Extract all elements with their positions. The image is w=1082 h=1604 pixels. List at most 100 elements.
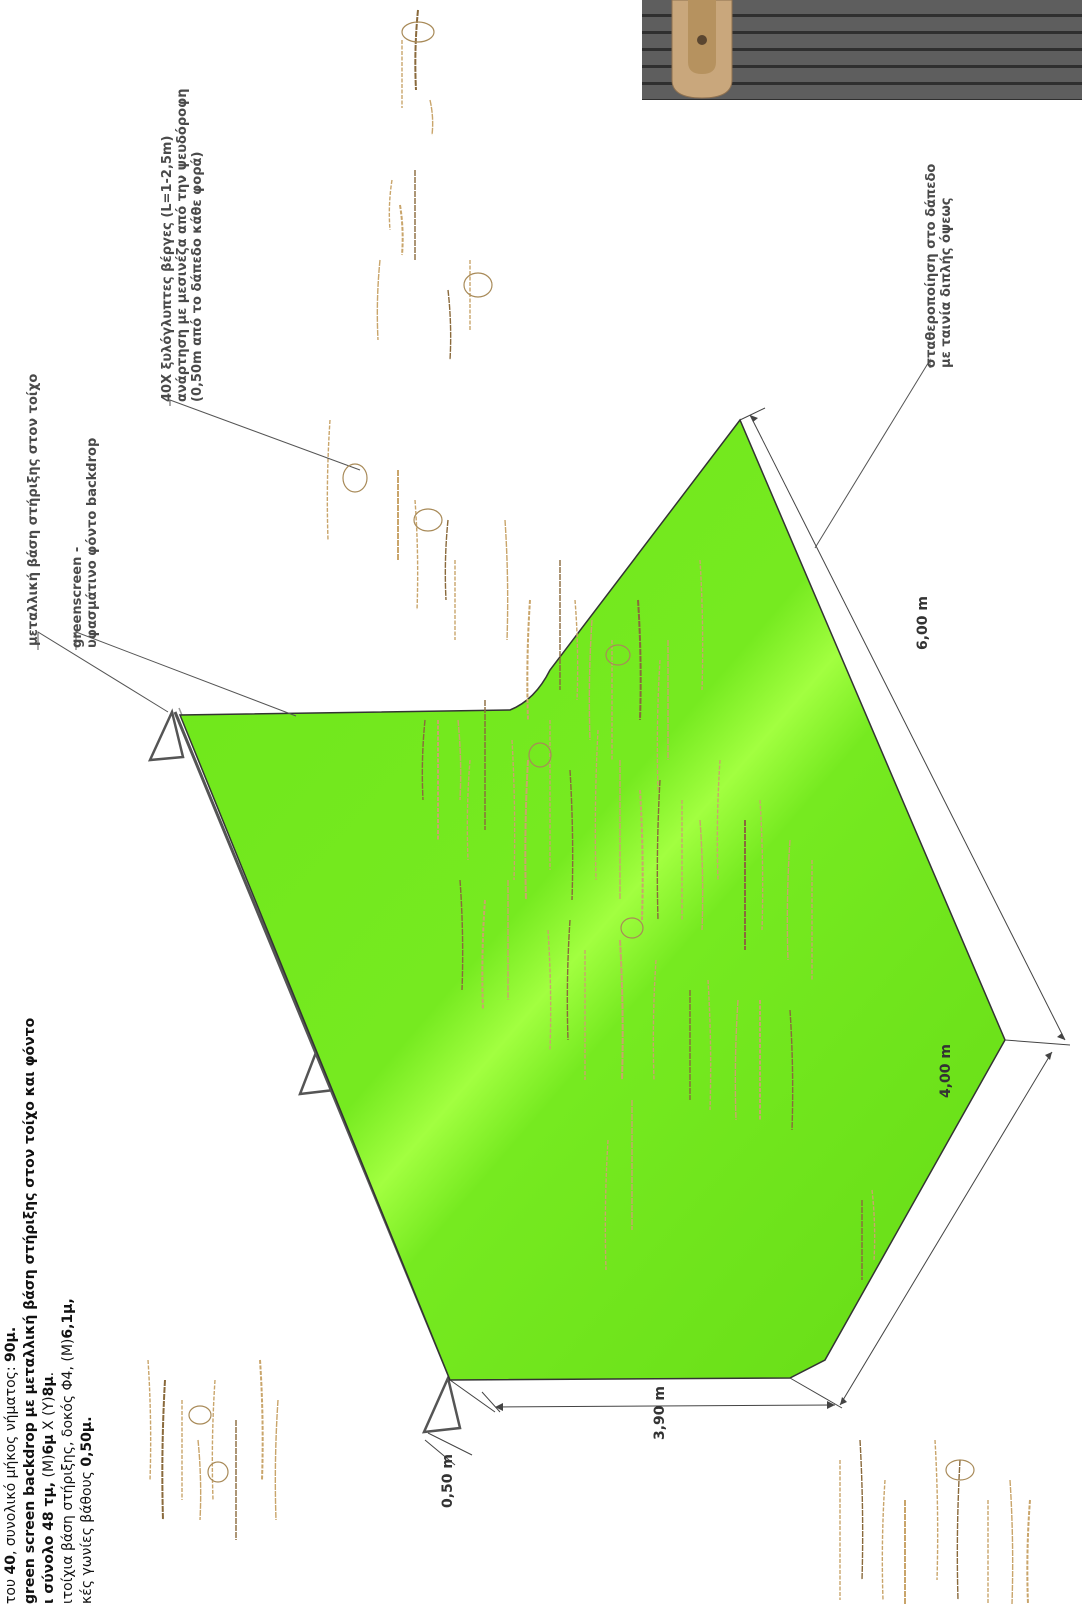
dimension-label-wall-height: 3,90 m xyxy=(652,1386,668,1440)
wooden-rod xyxy=(652,959,657,1081)
specification-text: του 40, συνολικό μήκος νήματος: 90μ. gre… xyxy=(2,1018,97,1604)
wooden-rod xyxy=(734,999,739,1121)
callout-rods-line1: 40Χ ξυλόγλυπτες βέργες (L=1-2,5m) xyxy=(160,135,175,402)
wooden-rod xyxy=(274,1399,279,1521)
wall-bracket xyxy=(147,708,185,762)
wooden-rod xyxy=(569,769,574,901)
dimension-lines xyxy=(424,407,1071,1466)
wooden-rod xyxy=(639,789,644,921)
spec-line-5: κές γωνίες βάθους 0,50μ. xyxy=(78,1018,97,1604)
wooden-rod xyxy=(716,759,721,881)
callout-floor: σταθεροποίηση στο δάπεδο με ταινία διπλή… xyxy=(924,164,954,368)
wooden-rod xyxy=(457,719,462,801)
dimension-label-floor-length: 6,00 m xyxy=(915,596,931,650)
dimension-arrows xyxy=(495,415,1065,1411)
wooden-rod xyxy=(619,939,624,1081)
wooden-rod xyxy=(789,1009,794,1131)
wooden-rod xyxy=(956,1459,961,1601)
dimension-value: 4,00 m xyxy=(938,1043,954,1098)
callout-floor-line1: σταθεροποίηση στο δάπεδο xyxy=(924,163,939,368)
spec-text-bold: 8μ xyxy=(41,1376,57,1397)
callout-greenscreen-line2: υφασμάτινο φόντο backdrop xyxy=(85,437,100,648)
spec-text: . xyxy=(41,1371,57,1377)
greenscreen-backdrop xyxy=(178,418,1006,1381)
wooden-rod xyxy=(526,599,531,721)
spec-line-1: του 40, συνολικό μήκος νήματος: 90μ. xyxy=(2,1018,21,1604)
spec-text-bold: 90μ. xyxy=(3,1326,19,1362)
wooden-rod xyxy=(786,839,791,961)
wooden-rod xyxy=(388,179,393,231)
wooden-rod xyxy=(934,1439,939,1581)
wooden-rod xyxy=(511,739,516,881)
hanging-rods xyxy=(147,9,1031,1604)
dimension-value: 3,90 m xyxy=(652,1385,668,1440)
leader-greenscreen xyxy=(75,631,297,717)
dimension-label-floor-depth: 4,00 m xyxy=(938,1044,954,1098)
wooden-rod xyxy=(707,979,712,1111)
wooden-rod xyxy=(161,1379,166,1521)
wooden-rod xyxy=(524,759,529,901)
dimension-value: 6,00 m xyxy=(915,595,931,650)
wooden-rod xyxy=(871,1189,876,1261)
wooden-rod xyxy=(594,729,599,881)
spec-text: Χ (Υ) xyxy=(41,1396,57,1435)
spec-line-3: ι σύνολο 48 τμ, (Μ)6μ Χ (Υ)8μ. xyxy=(40,1018,59,1604)
wooden-rod xyxy=(656,779,661,921)
wooden-rod xyxy=(574,599,579,701)
spec-line-4: ιτοίχια βάση στήριξης, δοκός Φ4, (Μ)6,1μ… xyxy=(59,1018,78,1604)
wooden-rod xyxy=(547,929,552,1051)
wooden-rod xyxy=(459,879,464,991)
wooden-rod xyxy=(376,259,381,341)
wooden-rod xyxy=(1026,1499,1031,1604)
wooden-rod xyxy=(211,1379,216,1501)
spec-text: κές γωνίες βάθους xyxy=(79,1466,95,1604)
wooden-rod xyxy=(421,719,426,801)
spec-text: του xyxy=(3,1574,19,1604)
callout-metal-base: μεταλλική βάση στήριξης στον τοίχο xyxy=(26,374,41,646)
wooden-rod xyxy=(414,499,419,611)
spec-text-bold: 40 xyxy=(3,1554,19,1575)
dimension-line-wall-height xyxy=(494,1404,836,1408)
wooden-rod xyxy=(881,1479,886,1601)
wooden-rod xyxy=(759,799,764,931)
wooden-rod xyxy=(1009,1479,1014,1604)
leader-lines xyxy=(37,358,931,717)
spec-text-bold: 0,50μ. xyxy=(79,1416,95,1467)
wooden-rod xyxy=(466,759,471,861)
wooden-rod xyxy=(414,9,419,91)
callout-metal-base-text: μεταλλική βάση στήριξης στον τοίχο xyxy=(26,373,41,646)
wooden-rod xyxy=(259,1359,264,1481)
wooden-rod xyxy=(699,819,704,931)
callout-greenscreen-line1: greenscreen - xyxy=(70,546,85,648)
wooden-rod xyxy=(656,659,661,791)
wooden-rod xyxy=(444,519,449,601)
wooden-rod xyxy=(147,1359,152,1481)
wooden-rod xyxy=(566,919,571,1041)
wooden-rod xyxy=(429,99,434,136)
callout-rods-line2: ανάρτηση με μεσινέζα από την ψευδόροφη xyxy=(175,88,190,403)
wooden-rod xyxy=(447,289,452,361)
thread-loops xyxy=(188,21,975,1483)
spec-text: , συνολικό μήκος νήματος: xyxy=(3,1361,19,1555)
wooden-rod xyxy=(588,619,593,741)
callout-rods: 40Χ ξυλόγλυπτες βέργες (L=1-2,5m) ανάρτη… xyxy=(160,89,205,403)
dimension-label-bracket-depth: 0,50 m xyxy=(440,1454,456,1508)
spec-text-bold: 6μ xyxy=(41,1434,57,1455)
wooden-rod xyxy=(859,1439,864,1581)
leader-rods xyxy=(169,399,361,471)
wooden-rod xyxy=(399,204,404,256)
dimension-line-floor-depth xyxy=(839,1051,1053,1406)
callout-floor-line2: με ταινία διπλής όψεως xyxy=(939,197,954,369)
wooden-rod xyxy=(197,1439,202,1521)
spec-line-2: green screen backdrop με μεταλλική βάση … xyxy=(22,1017,38,1604)
dimension-value: 0,50 m xyxy=(440,1453,456,1508)
callout-rods-line3: (0,50m από το δάπεδο κάθε φορά) xyxy=(190,151,205,402)
wall-mount-disc xyxy=(671,0,733,99)
wooden-rod xyxy=(326,419,331,541)
dimension-line-floor-length xyxy=(749,414,1066,1041)
wooden-rod xyxy=(699,559,704,691)
wooden-rod xyxy=(481,899,486,1011)
callout-greenscreen: greenscreen - υφασμάτινο φόντο backdrop xyxy=(70,438,100,648)
